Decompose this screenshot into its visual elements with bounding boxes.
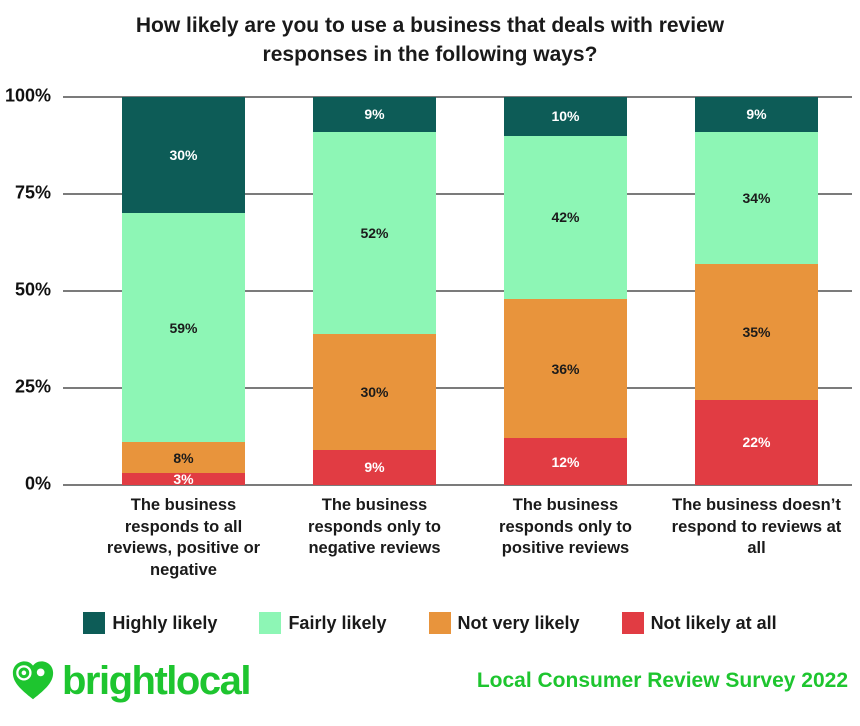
gridline [63,192,852,195]
segment-value-label: 52% [360,224,389,241]
category-label: The business responds only to positive r… [499,495,632,558]
bar-segment: 34% [695,131,818,264]
bar-segment: 12% [504,438,627,485]
bar-segment: 30% [122,96,245,214]
legend-item: Not very likely [428,612,580,634]
legend-label: Fairly likely [288,612,387,633]
bar-segment: 22% [695,399,818,485]
segment-value-label: 9% [364,459,385,476]
legend-label: Not very likely [457,612,580,633]
legend-item: Fairly likely [259,612,387,634]
segment-value-label: 3% [173,471,194,488]
bar: 9% 34% 35% 22% [695,96,818,485]
y-axis-tick-label: 50% [14,279,51,300]
legend-swatch [83,612,106,634]
segment-value-label: 30% [360,383,389,400]
segment-value-label: 22% [742,434,771,451]
source-caption: Local Consumer Review Survey 2022 [476,669,848,692]
bar: 10% 42% 36% 12% [504,96,627,485]
bar-segment: 30% [313,333,436,450]
legend-swatch [428,612,451,634]
legend-item: Not likely at all [621,612,777,634]
bar-segment: 10% [504,96,627,136]
y-axis-tick-label: 25% [14,376,51,397]
bar-segment: 42% [504,135,627,299]
segment-value-label: 36% [551,360,580,377]
gridline [63,483,852,486]
category-label: The business doesn’t respond to reviews … [671,495,842,558]
bar-segment: 52% [313,131,436,334]
segment-value-label: 42% [551,209,580,226]
segment-value-label: 35% [742,323,771,340]
legend-swatch [259,612,282,634]
bar-segment: 8% [122,442,245,474]
legend-label: Not likely at all [650,612,777,633]
segment-value-label: 12% [551,453,580,470]
bar-segment: 35% [695,263,818,400]
x-axis-category-labels: The business responds to all reviews, po… [63,495,852,582]
heart-pin-icon [12,661,54,700]
bar: 9% 52% 30% 9% [313,96,436,485]
bar: 30% 59% 8% 3% [122,96,245,488]
segment-value-label: 9% [364,106,385,123]
bar-segment: 9% [313,96,436,132]
brand-wordmark: brightlocal [62,658,251,703]
segment-value-label: 34% [742,189,771,206]
legend-item: Highly likely [83,612,217,634]
segment-value-label: 59% [169,319,198,336]
y-axis-tick-label: 0% [24,473,51,494]
y-axis-tick-label: 75% [14,182,51,203]
segment-value-label: 30% [169,147,198,164]
category-label: The business responds to all reviews, po… [106,495,261,580]
y-axis-tick-label: 100% [4,85,51,106]
footer: brightlocal Local Consumer Review Survey… [10,658,848,704]
legend-swatch [621,612,644,634]
bar-segment: 9% [313,449,436,485]
bar-segment: 59% [122,213,245,443]
plot-area: 100% 75% 50% 25% 0% 30% 59% 8% 3% 9% 52% 30% 9% 10% 42… [5,85,852,493]
bar-segment: 9% [695,96,818,132]
bar-segment: 36% [504,298,627,439]
segment-value-label: 8% [173,449,194,466]
gridline [63,289,852,292]
chart-title: How likely are you to use a business tha… [135,14,725,66]
bars-container: 30% 59% 8% 3% 9% 52% 30% 9% 10% 42% 36% 12% 9% 34% 35%… [63,96,852,488]
bar-segment: 3% [122,471,245,488]
legend: Highly likely Fairly likely Not very likel… [0,612,860,634]
category-label: The business responds only to negative r… [308,495,441,558]
segment-value-label: 10% [551,108,580,125]
gridline [63,386,852,389]
legend-label: Highly likely [112,612,218,633]
brightlocal-logo: brightlocal [10,658,251,704]
segment-value-label: 9% [746,106,767,123]
gridline [63,95,852,98]
